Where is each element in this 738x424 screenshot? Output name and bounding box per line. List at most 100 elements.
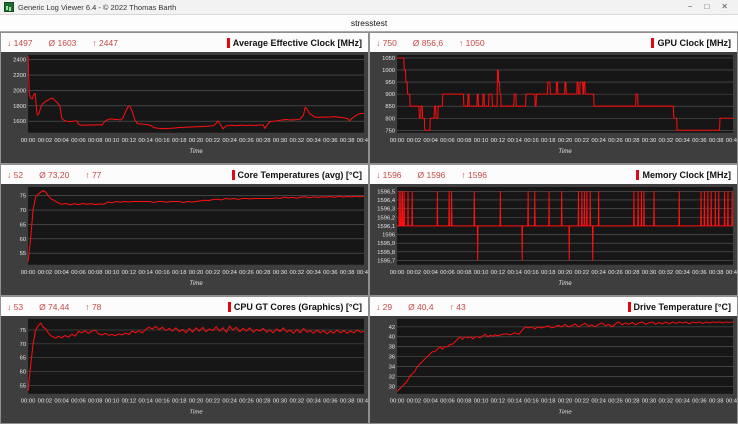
svg-text:950: 950 — [385, 80, 395, 86]
chart-area[interactable]: 750 800 850 900 950 1000 1050 00:00 00:02 00:04 00… — [370, 52, 737, 163]
cpu-gt-cores-graphics-chart[interactable]: 55 60 65 70 75 00:00 00:02 00:04 00:06 00:08 00:10… — [1, 316, 368, 423]
svg-text:00:06: 00:06 — [71, 138, 86, 144]
tab-strip: stresstest — [0, 15, 738, 32]
svg-text:00:02: 00:02 — [407, 399, 422, 405]
core-temperatures-avg-chart[interactable]: 55 60 65 70 75 00:00 00:02 00:04 00:06 00:08 00:10… — [1, 184, 368, 295]
svg-text:00:08: 00:08 — [88, 270, 103, 276]
svg-text:00:40: 00:40 — [726, 138, 737, 144]
svg-text:36: 36 — [389, 355, 395, 361]
chart-area[interactable]: 1595,7 1595,8 1595,9 1596 1596,1 1596,2 1596,3… — [370, 184, 737, 295]
svg-text:1595,9: 1595,9 — [377, 241, 395, 247]
svg-text:00:38: 00:38 — [340, 270, 355, 276]
chart-header: ↓ 1596 Ø 1596 ↑ 1596 Memory Clock [MHz] — [370, 165, 737, 184]
chart-title-wrap: Memory Clock [MHz] — [636, 169, 731, 180]
svg-text:38: 38 — [389, 345, 395, 351]
svg-text:1600: 1600 — [13, 119, 27, 125]
svg-text:00:24: 00:24 — [222, 399, 237, 405]
chart-area[interactable]: 55 60 65 70 75 00:00 00:02 00:04 00:06 00:08 00:10… — [1, 184, 368, 295]
close-button[interactable]: ✕ — [721, 2, 728, 11]
window-controls: − □ ✕ — [688, 1, 734, 13]
svg-text:1800: 1800 — [13, 104, 27, 110]
svg-text:00:14: 00:14 — [138, 270, 153, 276]
svg-text:00:30: 00:30 — [642, 270, 657, 276]
svg-text:1595,7: 1595,7 — [377, 258, 395, 264]
svg-text:00:34: 00:34 — [675, 399, 690, 405]
stat-max: ↑ 43 — [449, 301, 466, 312]
svg-text:Time: Time — [189, 281, 203, 287]
svg-text:1050: 1050 — [382, 56, 396, 62]
svg-text:2400: 2400 — [13, 58, 27, 64]
svg-text:00:20: 00:20 — [558, 138, 573, 144]
svg-text:00:04: 00:04 — [423, 399, 438, 405]
chart-area[interactable]: 1600 1800 2000 2200 2400 00:00 00:02 00:04 00:06… — [1, 52, 368, 163]
svg-text:00:28: 00:28 — [256, 270, 271, 276]
stat-min: ↓ 1596 — [376, 169, 402, 180]
chart-title: Memory Clock [MHz] — [642, 169, 731, 180]
svg-text:00:22: 00:22 — [575, 399, 590, 405]
maximize-button[interactable]: □ — [704, 2, 710, 11]
svg-text:00:16: 00:16 — [155, 138, 170, 144]
chart-area[interactable]: 30 32 34 36 38 40 42 00:00 00:02 00:04 00:06 00:08 0… — [370, 316, 737, 423]
svg-text:00:06: 00:06 — [440, 138, 455, 144]
chart-stats: ↓ 29 Ø 40,4 ↑ 43 — [376, 302, 466, 312]
svg-text:00:04: 00:04 — [423, 138, 438, 144]
svg-text:1596,2: 1596,2 — [377, 215, 395, 221]
svg-text:2000: 2000 — [13, 88, 27, 94]
average-effective-clock-chart[interactable]: 1600 1800 2000 2200 2400 00:00 00:02 00:04 00:06… — [1, 52, 368, 163]
svg-text:00:30: 00:30 — [273, 138, 288, 144]
svg-text:Time: Time — [189, 409, 203, 415]
svg-text:00:22: 00:22 — [206, 270, 221, 276]
svg-text:00:34: 00:34 — [675, 270, 690, 276]
svg-text:00:00: 00:00 — [21, 270, 36, 276]
svg-text:00:32: 00:32 — [659, 138, 674, 144]
stat-min: ↓ 1497 — [7, 37, 33, 48]
svg-text:00:34: 00:34 — [306, 138, 321, 144]
svg-text:00:08: 00:08 — [88, 138, 103, 144]
svg-text:60: 60 — [20, 370, 26, 376]
svg-text:00:30: 00:30 — [642, 399, 657, 405]
memory-clock-chart[interactable]: 1595,7 1595,8 1595,9 1596 1596,1 1596,2 1596,3… — [370, 184, 737, 295]
svg-text:00:02: 00:02 — [407, 270, 422, 276]
svg-text:00:26: 00:26 — [239, 138, 254, 144]
svg-text:00:20: 00:20 — [558, 399, 573, 405]
svg-text:00:36: 00:36 — [323, 138, 338, 144]
tab-stresstest[interactable]: stresstest — [350, 18, 388, 28]
minimize-button[interactable]: − — [687, 2, 693, 11]
svg-text:00:16: 00:16 — [155, 270, 170, 276]
chart-header: ↓ 53 Ø 74,44 ↑ 78 CPU GT Cores (Graphics… — [1, 297, 368, 316]
chart-stats: ↓ 750 Ø 856,6 ↑ 1050 — [376, 38, 485, 48]
chart-area[interactable]: 55 60 65 70 75 00:00 00:02 00:04 00:06 00:08 00:10… — [1, 316, 368, 423]
svg-text:00:38: 00:38 — [709, 270, 724, 276]
svg-text:00:34: 00:34 — [306, 399, 321, 405]
chart-title-wrap: GPU Clock [MHz] — [651, 37, 731, 48]
svg-text:00:24: 00:24 — [591, 138, 606, 144]
svg-text:00:04: 00:04 — [54, 399, 69, 405]
svg-text:00:36: 00:36 — [323, 270, 338, 276]
svg-text:70: 70 — [20, 342, 26, 348]
stat-max: ↑ 1050 — [459, 37, 485, 48]
svg-text:00:00: 00:00 — [390, 399, 405, 405]
svg-text:00:14: 00:14 — [507, 270, 522, 276]
stat-min: ↓ 52 — [7, 169, 24, 180]
svg-text:00:36: 00:36 — [692, 399, 707, 405]
chart-title-wrap: Drive Temperature [°C] — [627, 301, 731, 312]
svg-text:00:02: 00:02 — [38, 270, 53, 276]
svg-text:00:22: 00:22 — [575, 138, 590, 144]
svg-text:00:26: 00:26 — [239, 270, 254, 276]
svg-text:00:10: 00:10 — [474, 270, 489, 276]
svg-text:75: 75 — [20, 328, 26, 334]
svg-text:00:32: 00:32 — [659, 399, 674, 405]
chart-title: Average Effective Clock [MHz] — [232, 37, 362, 48]
svg-text:00:26: 00:26 — [608, 138, 623, 144]
svg-text:65: 65 — [20, 356, 26, 362]
svg-text:65: 65 — [20, 222, 26, 228]
accent-bar — [227, 301, 231, 312]
svg-text:00:38: 00:38 — [709, 138, 724, 144]
svg-text:00:16: 00:16 — [524, 399, 539, 405]
svg-text:40: 40 — [389, 335, 395, 341]
svg-text:00:34: 00:34 — [675, 138, 690, 144]
stat-max: ↑ 2447 — [92, 37, 118, 48]
